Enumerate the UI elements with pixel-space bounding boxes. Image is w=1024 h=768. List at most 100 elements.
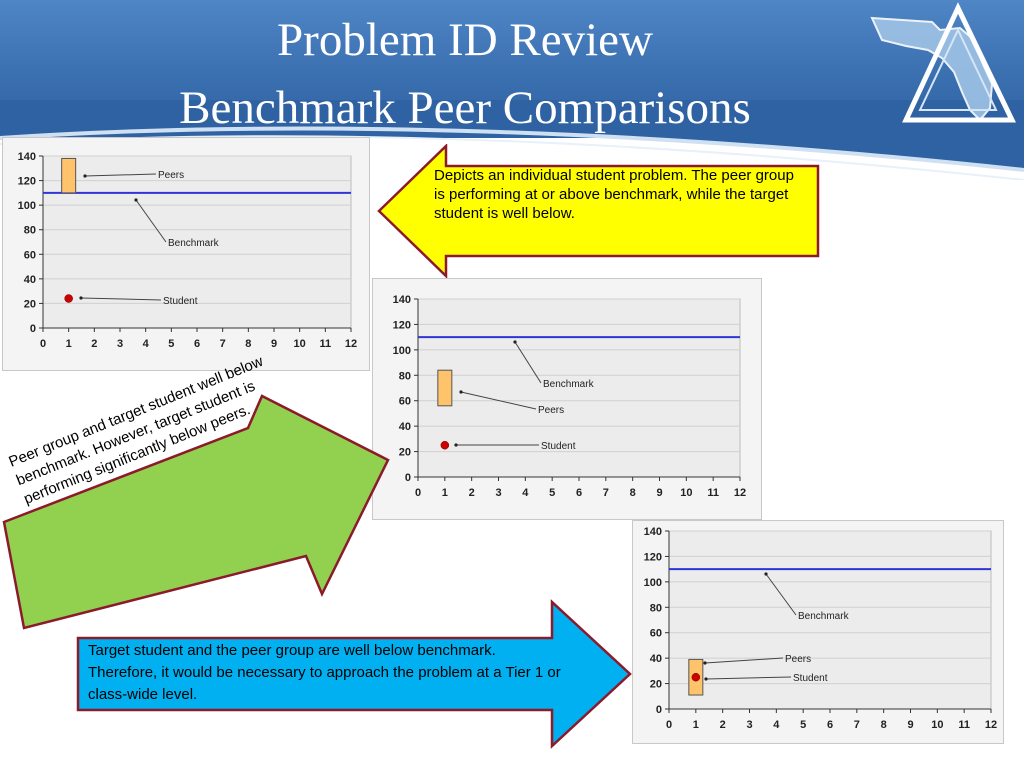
y-tick-label: 120 [644, 551, 662, 563]
y-tick-label: 100 [18, 200, 36, 212]
x-tick-label: 7 [854, 719, 860, 731]
student-dot [64, 294, 73, 303]
benchmark-pointer-head [513, 340, 517, 344]
x-tick-label: 4 [522, 487, 529, 499]
y-tick-label: 80 [24, 225, 36, 237]
peers-box [437, 369, 453, 407]
peers-annotation: Peers [538, 405, 564, 416]
chart-2: 0 20 40 60 80 100 120 140 0 1 2 3 4 5 6 7 8 9 10 11 12 Benchm… [372, 278, 762, 520]
y-tick-label: 80 [650, 602, 662, 614]
y-tick-label: 60 [650, 628, 662, 640]
x-tick-label: 1 [442, 487, 448, 499]
peers-pointer-line [704, 657, 784, 664]
x-tick-label: 6 [827, 719, 833, 731]
y-tick-label: 40 [24, 274, 36, 286]
y-tick-label: 0 [30, 323, 36, 335]
x-tick-label: 10 [294, 338, 306, 350]
y-tick-label: 0 [405, 472, 411, 484]
x-tick-label: 11 [320, 338, 332, 350]
x-tick-label: 6 [194, 338, 200, 350]
y-tick-label: 20 [650, 679, 662, 691]
slide-title-line2: Benchmark Peer Comparisons [179, 82, 751, 134]
y-tick-label: 80 [399, 370, 411, 382]
x-tick-label: 2 [469, 487, 475, 499]
student-pointer-line [80, 297, 162, 301]
peers-annotation: Peers [785, 654, 811, 665]
y-tick-label: 120 [393, 319, 411, 331]
x-tick-label: 9 [656, 487, 662, 499]
x-tick-label: 9 [907, 719, 913, 731]
peers-pointer-head [459, 390, 463, 394]
y-tick-label: 120 [18, 176, 36, 188]
x-tick-label: 12 [345, 338, 357, 350]
x-tick-label: 10 [680, 487, 692, 499]
x-tick-label: 12 [734, 487, 746, 499]
student-pointer-head [79, 296, 83, 300]
peers-box [61, 157, 77, 194]
x-tick-label: 5 [549, 487, 555, 499]
y-tick-label: 140 [393, 294, 411, 306]
x-tick-label: 10 [931, 719, 943, 731]
peers-pointer-line [84, 173, 157, 177]
chart-1: 0 20 40 60 80 100 120 140 0 1 2 3 4 5 6 7 8 9 10 11 12 Benchm… [2, 137, 370, 371]
y-tick-label: 100 [644, 577, 662, 589]
y-tick-label: 60 [24, 249, 36, 261]
y-tick-label: 40 [399, 421, 411, 433]
x-tick-label: 2 [91, 338, 97, 350]
benchmark-pointer-line [135, 199, 167, 243]
student-annotation: Student [163, 296, 198, 307]
x-tick-label: 8 [245, 338, 251, 350]
benchmark-annotation: Benchmark [798, 611, 850, 622]
x-tick-label: 4 [143, 338, 150, 350]
student-pointer-head [454, 443, 458, 447]
benchmark-pointer-line [514, 341, 542, 384]
benchmark-annotation: Benchmark [168, 238, 220, 249]
peers-pointer-line [460, 391, 537, 410]
student-dot [440, 440, 450, 450]
x-tick-label: 6 [576, 487, 582, 499]
x-tick-label: 8 [630, 487, 636, 499]
x-tick-label: 11 [958, 719, 970, 731]
callout-bottom-arrow [76, 599, 632, 749]
x-tick-label: 9 [271, 338, 277, 350]
student-pointer-head [704, 677, 708, 681]
peers-pointer-head [703, 661, 707, 665]
x-tick-label: 1 [66, 338, 72, 350]
x-tick-label: 7 [603, 487, 609, 499]
x-tick-label: 0 [40, 338, 46, 350]
callout-top-arrow [377, 144, 820, 278]
x-tick-label: 8 [881, 719, 887, 731]
plot-area [42, 155, 352, 329]
x-tick-label: 3 [495, 487, 501, 499]
student-annotation: Student [541, 441, 576, 452]
y-tick-label: 20 [24, 298, 36, 310]
plot-area [417, 298, 741, 478]
y-tick-label: 100 [393, 345, 411, 357]
peers-annotation: Peers [158, 170, 184, 181]
x-tick-label: 7 [220, 338, 226, 350]
y-tick-label: 140 [644, 526, 662, 538]
peers-pointer-head [83, 174, 87, 178]
x-tick-label: 3 [117, 338, 123, 350]
benchmark-pointer-line [765, 573, 797, 616]
student-dot [691, 672, 701, 682]
student-annotation: Student [793, 673, 828, 684]
x-tick-label: 0 [666, 719, 672, 731]
student-pointer-line [705, 676, 792, 680]
y-tick-label: 140 [18, 151, 36, 163]
florida-logo-icon [870, 2, 1016, 123]
benchmark-annotation: Benchmark [543, 379, 595, 390]
callout-top-text: Depicts an individual student problem. T… [434, 167, 794, 222]
y-tick-label: 0 [656, 704, 662, 716]
callout-middle-arrow [2, 394, 390, 630]
x-tick-label: 4 [773, 719, 780, 731]
x-tick-label: 1 [693, 719, 699, 731]
x-tick-label: 2 [720, 719, 726, 731]
y-tick-label: 60 [399, 396, 411, 408]
benchmark-pointer-head [134, 198, 138, 202]
x-tick-label: 11 [707, 487, 719, 499]
x-tick-label: 3 [746, 719, 752, 731]
